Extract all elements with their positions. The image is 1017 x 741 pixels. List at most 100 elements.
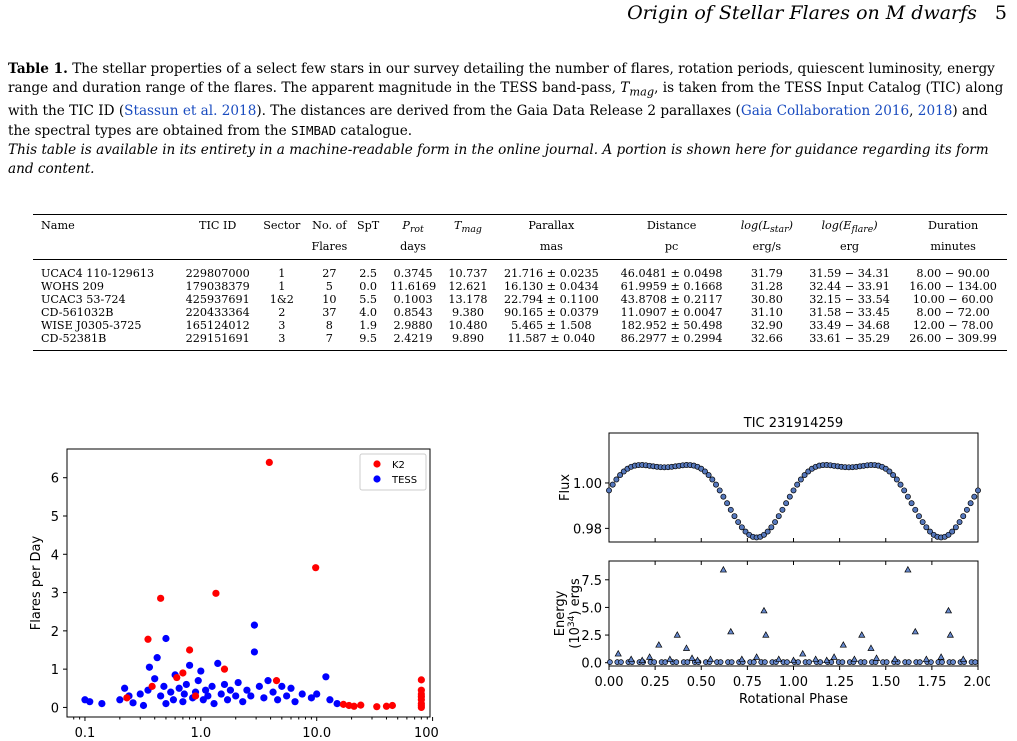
data-point-k2 [144, 635, 152, 643]
flux-point [724, 500, 731, 507]
energy-point [717, 659, 724, 665]
data-point-k2 [388, 701, 396, 710]
table-cell: 11.587 ± 0.040 [493, 332, 610, 352]
energy-axis-label: Energy [553, 590, 568, 636]
flux-point [735, 519, 742, 526]
data-point-tess [162, 700, 170, 708]
table-cell: 32.66 [733, 332, 800, 352]
table-cell: CD-561032B [41, 306, 114, 320]
table-cell: WISE J0305-3725 [41, 319, 142, 333]
table-cell: 46.0481 ± 0.0498 [620, 267, 723, 281]
y-tick-label: 2 [51, 625, 59, 640]
flare-marker [891, 655, 899, 662]
data-point-tess [287, 684, 295, 692]
header-text: Duration [927, 219, 979, 232]
flux-point [797, 476, 804, 483]
energy-panel-frame [608, 560, 979, 667]
column-unit: days [383, 236, 443, 261]
running-head-title: Origin of Stellar Flares on M dwarfs [627, 2, 977, 24]
flare-marker [614, 649, 622, 657]
table-cell: CD-52381B [33, 332, 178, 352]
caption-text: , is taken from the TESS Input Catalog (… [8, 80, 1004, 119]
table-cell: 8.00 − 72.00 [916, 306, 990, 320]
table-cell: 13.178 [448, 293, 488, 307]
column-header: No. of [306, 214, 353, 237]
caption-text: The stellar properties of a select few s… [8, 61, 995, 96]
energy-point [651, 659, 658, 665]
x-tick-label: 0.75 [733, 675, 762, 690]
table-cell: 9.890 [442, 332, 494, 352]
x-tick-label: 1.50 [871, 675, 900, 690]
data-point-tess [220, 680, 229, 689]
x-tick-label: 0.25 [641, 675, 670, 690]
flare-marker [645, 653, 654, 660]
column-unit: minutes [899, 236, 1007, 261]
flux-point [886, 468, 893, 475]
y-axis-label: Flares per Day [29, 535, 44, 630]
table-cell: 11.6169 [389, 280, 437, 294]
flare-marker [872, 654, 881, 661]
table-cell: 61.9959 ± 0.1668 [620, 280, 723, 294]
x-tick-label: 1.75 [917, 675, 946, 690]
citation-link-gaia-2018[interactable]: 2018 [917, 102, 953, 119]
flare-marker [738, 655, 746, 662]
table-cell: 43.8708 ± 0.2117 [620, 293, 723, 307]
data-point-tess [313, 690, 321, 698]
energy-point [728, 659, 735, 665]
data-point-tess [291, 698, 299, 706]
energy-point [673, 659, 680, 665]
energy-point [806, 659, 813, 665]
citation-link-gaia-2016[interactable]: Gaia Collaboration 2016 [740, 102, 910, 119]
column-unit: erg [799, 236, 900, 261]
energy-point [928, 659, 934, 665]
table-cell: 30.80 [750, 293, 783, 307]
data-point-k2 [312, 564, 320, 572]
table-cell: 16.130 ± 0.0434 [503, 280, 599, 294]
flux-point [606, 487, 612, 494]
flux-point [967, 500, 974, 507]
table-cell: 179038379 [185, 280, 250, 294]
caption-text: , [909, 102, 918, 119]
energy-point [662, 659, 669, 665]
flux-point [794, 481, 801, 488]
legend: K2 TESS [359, 453, 427, 491]
flare-marker [789, 656, 798, 664]
flare-marker [946, 631, 954, 638]
flux-point [783, 500, 790, 507]
flux-point [945, 531, 952, 538]
column-unit [257, 236, 306, 261]
data-point-tess [180, 690, 188, 698]
flare-marker [911, 627, 919, 635]
header-text: Name [41, 219, 75, 232]
column-header: Parallax [493, 214, 610, 237]
y-tick-label: 1.00 [573, 477, 602, 492]
flare-marker [858, 631, 866, 638]
column-unit [352, 236, 384, 261]
data-point-tess [129, 699, 137, 707]
table-cell: 32.44 − 33.91 [809, 280, 890, 294]
table-cell: 0.1003 [393, 293, 433, 307]
data-point-k2 [179, 669, 187, 677]
flare-marker [762, 631, 770, 638]
flare-marker [682, 644, 691, 651]
table-row: CD-52381B 229151691 3 7 9.5 2.4219 9.890 11.587… [33, 332, 1007, 352]
column-header: Prot [383, 214, 443, 237]
plot-frame [66, 448, 431, 718]
flare-marker [839, 641, 847, 648]
table-cell: 33.49 − 34.68 [809, 319, 890, 333]
energy-point [607, 659, 613, 665]
energy-point [762, 659, 768, 665]
tmag-subscript: mag [629, 84, 655, 99]
citation-link-stassun[interactable]: Stassun et al. 2018 [124, 102, 257, 119]
energy-point [950, 659, 956, 665]
header-text: log(E [821, 219, 852, 232]
flux-point [772, 519, 778, 526]
table-cell: 11.0907 ± 0.0047 [620, 306, 723, 320]
data-point-tess [145, 663, 154, 671]
data-point-tess [269, 688, 277, 696]
table-cell: 26.00 − 309.99 [899, 332, 1007, 352]
flux-point [897, 481, 904, 488]
flux-point [716, 487, 723, 494]
flux-point [975, 487, 981, 494]
y-tick-label: 7.5 [581, 574, 602, 589]
